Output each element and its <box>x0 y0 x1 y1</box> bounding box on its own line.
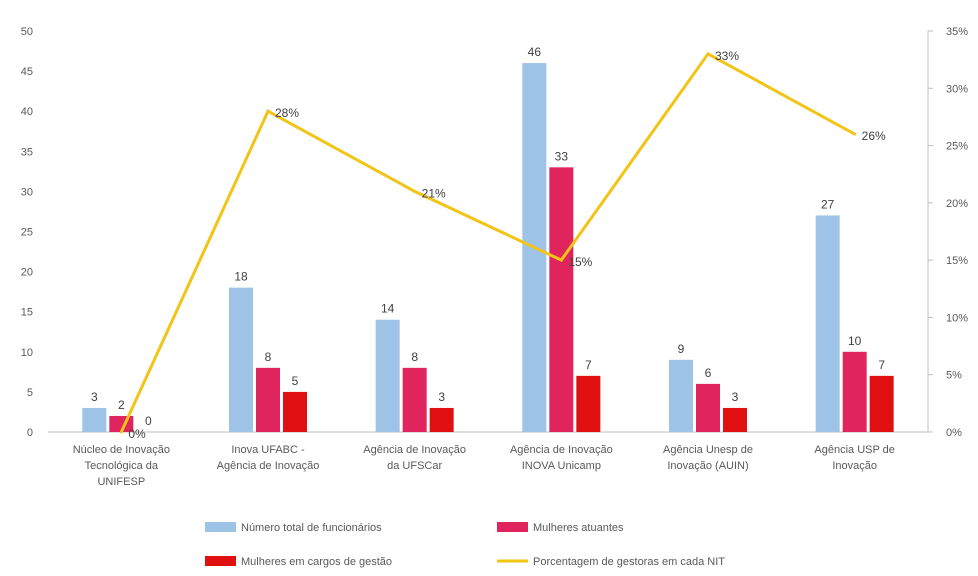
data-labels-group: 3 2 0 18 8 5 14 8 3 46 33 7 9 6 3 27 10 7 0% 28% 21% 15% 33% 26… <box>91 45 886 441</box>
bar-data-label: 33 <box>555 149 569 163</box>
bar-data-label: 7 <box>585 358 592 372</box>
bar <box>82 407 107 432</box>
legend-label: Mulheres em cargos de gestão <box>241 556 392 568</box>
legend-swatch <box>497 522 528 532</box>
line-data-label: 15% <box>568 255 592 269</box>
bar <box>229 287 253 432</box>
bar <box>402 367 427 432</box>
legend-label: Mulheres atuantes <box>533 522 624 534</box>
bar <box>283 391 307 432</box>
bar <box>549 167 574 432</box>
bar-data-label: 6 <box>705 366 712 380</box>
y-left-tick-label: 15 <box>21 307 33 319</box>
bar <box>869 375 894 432</box>
y-left-tick-label: 40 <box>21 106 33 118</box>
bar <box>842 351 867 432</box>
bar <box>815 215 840 432</box>
bar <box>576 375 601 432</box>
legend-swatch <box>205 556 236 566</box>
y-right-tick-label: 35% <box>946 26 968 38</box>
y-right-tick-label: 20% <box>946 198 968 210</box>
bar <box>256 367 280 432</box>
category-label: Tecnológica da <box>85 460 159 472</box>
bar-data-label: 3 <box>438 390 445 404</box>
percentage-line <box>119 51 856 433</box>
category-label: Núcleo de Inovação <box>73 444 170 456</box>
bar <box>723 407 747 432</box>
bar-data-label: 3 <box>91 390 98 404</box>
bar <box>429 407 454 432</box>
legend-label: Número total de funcionários <box>241 522 382 534</box>
bar-data-label: 10 <box>848 334 862 348</box>
category-label: Inovação (AUIN) <box>667 460 748 472</box>
category-label: Inovação <box>832 460 877 472</box>
y-left-tick-label: 35 <box>21 146 33 158</box>
bar-data-label: 27 <box>821 197 835 211</box>
y-right-tick-label: 15% <box>946 255 968 267</box>
line-data-label: 26% <box>862 129 886 143</box>
category-label: Agência USP de <box>814 444 895 456</box>
bar-data-label: 0 <box>145 414 152 428</box>
bar <box>696 383 720 432</box>
legend-label: Porcentagem de gestoras em cada NIT <box>533 556 725 568</box>
y-left-tick-label: 0 <box>27 427 33 439</box>
line-group <box>119 51 857 434</box>
axes-group: 051015202530354045500%5%10%15%20%25%30%3… <box>21 26 968 488</box>
y-left-tick-label: 20 <box>21 267 33 279</box>
y-left-tick-label: 25 <box>21 227 33 239</box>
bar-data-label: 18 <box>234 270 248 284</box>
line-point <box>853 132 857 136</box>
y-right-tick-label: 0% <box>946 427 962 439</box>
line-point <box>266 109 270 113</box>
bar <box>669 359 693 432</box>
bar-data-label: 8 <box>411 350 418 364</box>
y-left-tick-label: 10 <box>21 347 33 359</box>
y-right-tick-label: 10% <box>946 312 968 324</box>
category-label: Agência Unesp de <box>663 444 753 456</box>
category-label: Agência de Inovação <box>217 460 320 472</box>
legend: Número total de funcionários Mulheres atu… <box>205 522 725 568</box>
line-data-label: 0% <box>128 427 146 441</box>
bars-group <box>82 63 894 433</box>
category-label: INOVA Unicamp <box>522 460 601 472</box>
bar-data-label: 14 <box>381 302 395 316</box>
bar-data-label: 46 <box>528 45 542 59</box>
y-left-tick-label: 45 <box>21 66 33 78</box>
line-data-label: 33% <box>715 49 739 63</box>
bar-data-label: 8 <box>265 350 272 364</box>
category-label: da UFSCar <box>387 460 442 472</box>
bar-data-label: 7 <box>878 358 885 372</box>
legend-swatch <box>205 522 236 532</box>
y-left-tick-label: 5 <box>27 387 33 399</box>
line-point <box>706 52 710 56</box>
y-left-tick-label: 50 <box>21 26 33 38</box>
category-label: UNIFESP <box>97 476 145 488</box>
line-point <box>559 258 563 262</box>
bar-data-label: 3 <box>732 390 739 404</box>
y-left-tick-label: 30 <box>21 186 33 198</box>
bar-data-label: 5 <box>292 374 299 388</box>
line-point <box>119 430 123 434</box>
category-label: Inova UFABC - <box>231 444 305 456</box>
bar-data-label: 9 <box>678 342 685 356</box>
y-right-tick-label: 30% <box>946 83 968 95</box>
y-right-tick-label: 25% <box>946 141 968 153</box>
y-right-tick-label: 5% <box>946 370 962 382</box>
line-point <box>413 189 417 193</box>
bar-data-label: 2 <box>118 398 125 412</box>
bar <box>375 319 400 432</box>
category-label: Agência de Inovação <box>363 444 466 456</box>
line-data-label: 28% <box>275 106 299 120</box>
line-data-label: 21% <box>422 186 446 200</box>
category-label: Agência de Inovação <box>510 444 613 456</box>
